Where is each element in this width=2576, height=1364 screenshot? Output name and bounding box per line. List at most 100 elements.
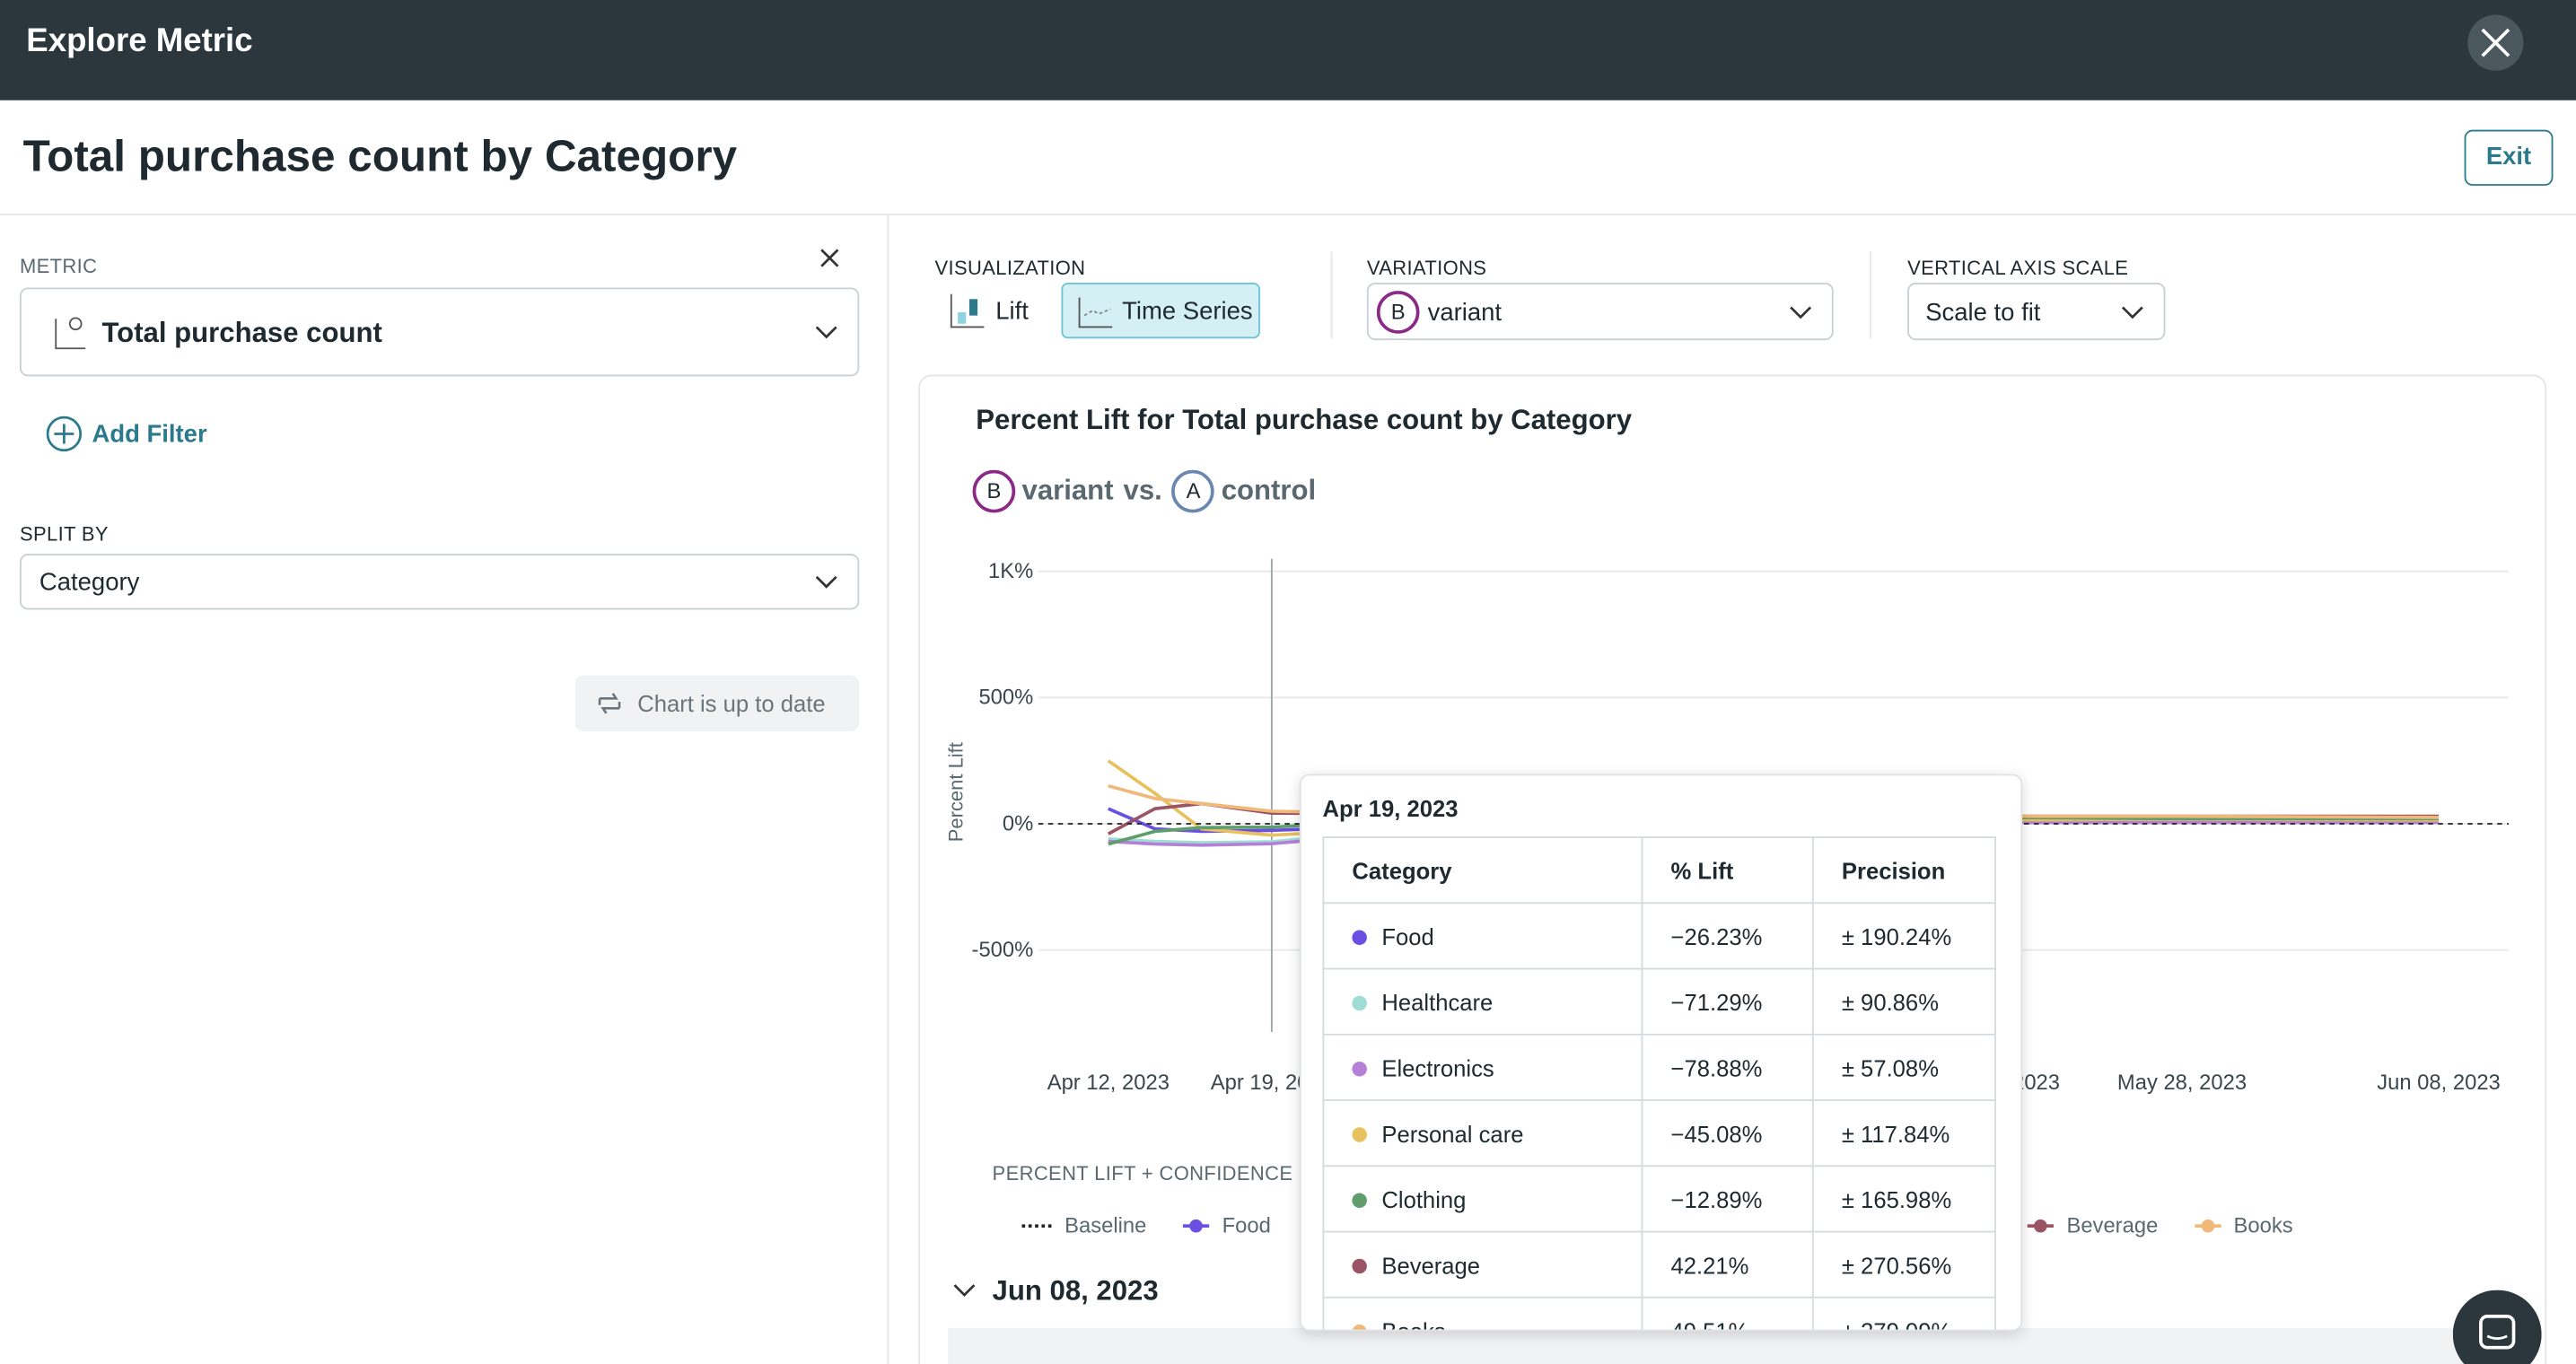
category-dot (1352, 994, 1367, 1010)
time-series-text: Time Series (1122, 297, 1253, 326)
add-filter-icon (46, 415, 83, 452)
y-tick-label: 500% (978, 686, 1033, 710)
legend-dot (1188, 1218, 1203, 1232)
legend-swatch (1021, 1223, 1052, 1228)
tooltip-row: Beverage 42.21% ± 270.56% (1322, 1230, 1996, 1298)
variation-badge: B (1376, 291, 1420, 334)
tooltip: Apr 19, 2023 Category % Lift Precision F… (1299, 774, 2023, 1332)
lift-cell: −45.08% (1641, 1099, 1814, 1167)
variation-dropdown[interactable]: B variant (1366, 282, 1834, 341)
precision-cell: ± 279.09% (1811, 1296, 1996, 1330)
separator (1869, 251, 1871, 339)
legend-item: Beverage (2027, 1212, 2159, 1237)
legend-text: Beverage (2066, 1212, 2159, 1237)
split-dropdown[interactable]: Category (19, 554, 860, 610)
divider (0, 214, 2576, 215)
legend-item: Books (2194, 1212, 2293, 1237)
lift-cell: −26.23% (1641, 902, 1814, 970)
precision-cell: ± 90.86% (1811, 967, 1996, 1036)
control-badge: A (1171, 469, 1215, 513)
category-cell: Healthcare (1322, 967, 1643, 1036)
time-series-icon (1078, 297, 1113, 328)
legend-dot (2200, 1218, 2214, 1232)
split-label: SPLIT BY (19, 522, 109, 546)
metric-value: Total purchase count (101, 317, 382, 349)
x-tick-label: Apr 12, 2023 (1047, 1071, 1170, 1095)
precision-cell: ± 57.08% (1811, 1033, 1996, 1101)
legend-text: Baseline (1065, 1212, 1147, 1237)
separator (1330, 251, 1333, 339)
tooltip-row: Books 49.51% ± 279.09% (1322, 1296, 1996, 1332)
add-filter[interactable]: Add Filter (92, 420, 207, 449)
column-header: % Lift (1641, 836, 1814, 905)
chat-button[interactable] (2452, 1290, 2542, 1364)
precision-cell: ± 270.56% (1811, 1230, 1996, 1298)
chart-card (918, 374, 2547, 1364)
category-name: Beverage (1381, 1251, 1481, 1278)
lift-cell: −12.89% (1641, 1165, 1814, 1233)
time-series-toggle[interactable]: Time Series (1061, 282, 1260, 339)
category-dot (1352, 929, 1367, 945)
header-title: Explore Metric (26, 22, 253, 59)
chart-title: Percent Lift for Total purchase count by… (976, 404, 1633, 436)
precision-cell: ± 190.24% (1811, 902, 1996, 970)
remove-metric[interactable] (819, 247, 842, 270)
category-cell: Electronics (1322, 1033, 1643, 1101)
legend-swatch (2027, 1218, 2054, 1232)
variant: variant (1021, 475, 1114, 507)
visualization-label: VISUALIZATION (934, 256, 1086, 280)
tooltip-table: Category % Lift Precision Food −26.23% ± 1… (1322, 836, 1996, 1332)
exit-button[interactable]: Exit (2464, 129, 2554, 186)
vs: vs. (1123, 475, 1162, 507)
legend-dot (2033, 1218, 2047, 1232)
category-dot (1352, 1126, 1367, 1141)
variations-label: VARIATIONS (1366, 256, 1487, 280)
category-name: Books (1381, 1316, 1446, 1332)
column-header: Category (1322, 836, 1643, 905)
control: control (1221, 475, 1317, 507)
section-date: Jun 08, 2023 (992, 1275, 1159, 1307)
precision-cell: ± 117.84% (1811, 1099, 1996, 1167)
category-cell: Food (1322, 902, 1643, 970)
table-header (948, 1327, 2518, 1364)
header-bar (0, 0, 2576, 101)
legend-text: Food (1222, 1212, 1271, 1237)
refresh-button[interactable]: Chart is up to date (574, 675, 860, 731)
category-name: Electronics (1381, 1054, 1494, 1081)
category-cell: Books (1322, 1296, 1643, 1332)
refresh-text: Chart is up to date (637, 690, 826, 717)
tooltip-row: Food −26.23% ± 190.24% (1322, 902, 1996, 970)
chevron (1790, 305, 1812, 319)
category-name: Healthcare (1381, 988, 1494, 1015)
y-tick-label: -500% (972, 938, 1034, 962)
variant-badge: B (972, 469, 1016, 513)
precision-cell: ± 165.98% (1811, 1165, 1996, 1233)
metric-dropdown[interactable]: Total purchase count (19, 287, 860, 377)
tooltip-date: Apr 19, 2023 (1322, 795, 1459, 822)
scale-dropdown[interactable]: Scale to fit (1907, 282, 2166, 341)
close-button[interactable] (2467, 14, 2524, 71)
collapse-chevron[interactable] (953, 1281, 977, 1298)
scale-label: VERTICAL AXIS SCALE (1907, 256, 2129, 280)
chevron (815, 326, 837, 339)
category-dot (1352, 1257, 1367, 1273)
legend-swatch (1182, 1218, 1209, 1232)
lift-cell: −71.29% (1641, 967, 1814, 1036)
metric-icon (55, 317, 86, 350)
lift-icon (950, 293, 985, 328)
refresh-icon (598, 693, 621, 714)
metric-label: METRIC (19, 254, 98, 278)
lift-cell: −78.88% (1641, 1033, 1814, 1101)
category-dot (1352, 1061, 1367, 1076)
column-header: Precision (1811, 836, 1996, 905)
chevron (2121, 305, 2143, 319)
category-dot (1352, 1324, 1367, 1330)
tooltip-row: Healthcare −71.29% ± 90.86% (1322, 967, 1996, 1036)
lift-cell: 49.51% (1641, 1296, 1814, 1330)
lift-toggle[interactable]: Lift (995, 297, 1029, 326)
page-title: Total purchase count by Category (22, 131, 738, 181)
lift-cell: 42.21% (1641, 1230, 1814, 1298)
